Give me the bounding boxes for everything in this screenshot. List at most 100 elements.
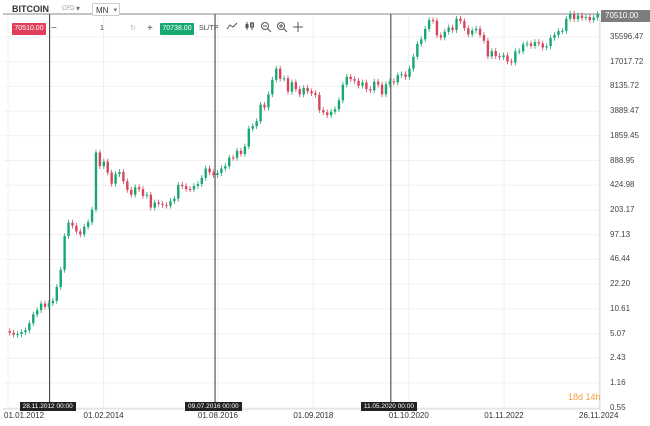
- candle-body: [572, 13, 576, 20]
- line-chart-icon[interactable]: [226, 21, 238, 35]
- candle-body: [557, 31, 560, 35]
- sl-tp-button[interactable]: SL/TP: [199, 25, 219, 32]
- y-tick-label: 8135.72: [610, 81, 639, 91]
- y-tick-label: 0.55: [610, 403, 626, 412]
- candle-body: [90, 209, 94, 223]
- candle-body: [161, 203, 164, 205]
- candle-body: [259, 104, 262, 122]
- decrease-quantity-button[interactable]: −: [51, 23, 57, 34]
- buy-button[interactable]: 70738.00: [160, 23, 194, 35]
- vertical-marker-tag: 28.11.2012 00:00: [19, 402, 76, 411]
- candle-body: [298, 89, 301, 95]
- candle-body: [565, 18, 568, 31]
- candle-body: [514, 51, 517, 63]
- candle-body: [294, 82, 298, 90]
- quantity-input[interactable]: 1: [100, 25, 104, 32]
- candle-body: [576, 15, 580, 20]
- candle-body: [388, 81, 392, 85]
- vertical-marker-tag: 11.05.2020 00:00: [360, 402, 417, 411]
- sell-button[interactable]: 70510.00: [12, 23, 46, 35]
- candle-body: [467, 28, 470, 35]
- candle-body: [286, 78, 290, 92]
- candle-body: [431, 20, 435, 22]
- candle-body: [494, 51, 497, 57]
- increase-quantity-button[interactable]: +: [147, 23, 153, 34]
- candle-body: [8, 331, 11, 333]
- candle-body: [302, 87, 305, 95]
- zoom-out-icon[interactable]: [260, 21, 272, 37]
- candle-body: [341, 84, 345, 101]
- candle-body: [521, 44, 525, 52]
- candle-body: [196, 184, 200, 187]
- symbol-name[interactable]: BITCOIN: [12, 4, 49, 14]
- candle-body: [373, 81, 376, 91]
- candle-body: [200, 177, 203, 185]
- toolbar: BITCOIN CFD ▾ MN ▾ 70510.00 − 1 ↻ + 7073…: [0, 0, 600, 40]
- y-tick-label: 1859.45: [610, 130, 639, 140]
- candle-body: [400, 74, 403, 76]
- reset-quantity-icon[interactable]: ↻: [130, 25, 136, 32]
- candle-body: [94, 152, 98, 210]
- candle-body: [459, 18, 462, 22]
- candle-body: [282, 78, 286, 80]
- candle-body: [98, 152, 102, 167]
- candle-body: [122, 172, 125, 182]
- candle-body: [263, 104, 266, 108]
- candle-body: [451, 27, 454, 30]
- candle-body: [216, 173, 219, 176]
- candle-body: [306, 87, 309, 92]
- candle-body: [16, 334, 19, 336]
- candle-body: [482, 34, 486, 41]
- candlestick-icon[interactable]: [244, 21, 256, 35]
- candle-body: [157, 202, 160, 204]
- candle-body: [32, 314, 35, 324]
- candle-body: [596, 14, 599, 18]
- candle-body: [133, 187, 137, 195]
- candle-body: [353, 79, 356, 81]
- candle-body: [553, 34, 556, 38]
- candle-body: [79, 231, 82, 235]
- candle-body: [357, 80, 360, 86]
- candle-body: [506, 55, 509, 62]
- crosshair-icon[interactable]: [292, 21, 304, 37]
- candle-body: [224, 166, 227, 169]
- candle-body: [278, 68, 282, 79]
- candle-body: [471, 30, 474, 35]
- candle-body: [24, 330, 27, 333]
- candle-body: [439, 35, 443, 38]
- y-tick-label: 888.95: [610, 155, 635, 165]
- candle-body: [376, 81, 380, 85]
- candle-body: [416, 43, 419, 57]
- candle-body: [322, 110, 325, 113]
- candle-body: [529, 43, 533, 46]
- candle-body: [188, 188, 192, 190]
- candle-body: [326, 112, 329, 116]
- candle-body: [169, 201, 172, 206]
- candle-body: [588, 16, 591, 21]
- candle-body: [502, 55, 505, 58]
- candle-body: [349, 76, 352, 80]
- y-tick-label: 22.20: [610, 279, 631, 289]
- y-tick-label: 46.44: [610, 254, 631, 264]
- candle-body: [165, 204, 168, 206]
- candle-body: [310, 91, 313, 94]
- x-tick-label: 01.01.2012: [4, 411, 45, 420]
- candle-body: [110, 172, 113, 184]
- timeframe-select[interactable]: MN ▾: [92, 3, 120, 16]
- candle-body: [47, 303, 51, 307]
- candle-body: [369, 89, 372, 91]
- candle-body: [314, 93, 317, 95]
- candle-body: [420, 39, 423, 44]
- candle-body: [39, 303, 43, 311]
- candle-body: [180, 184, 184, 187]
- symbol-dropdown-icon[interactable]: ▾: [76, 4, 81, 13]
- candle-body: [43, 303, 47, 307]
- zoom-in-icon[interactable]: [276, 21, 288, 37]
- candle-body: [67, 222, 70, 237]
- y-tick-label: 2.43: [610, 353, 626, 363]
- x-tick-label: 26.11.2024: [579, 411, 619, 420]
- y-tick-label: 3889.47: [610, 106, 639, 116]
- candle-body: [83, 226, 86, 235]
